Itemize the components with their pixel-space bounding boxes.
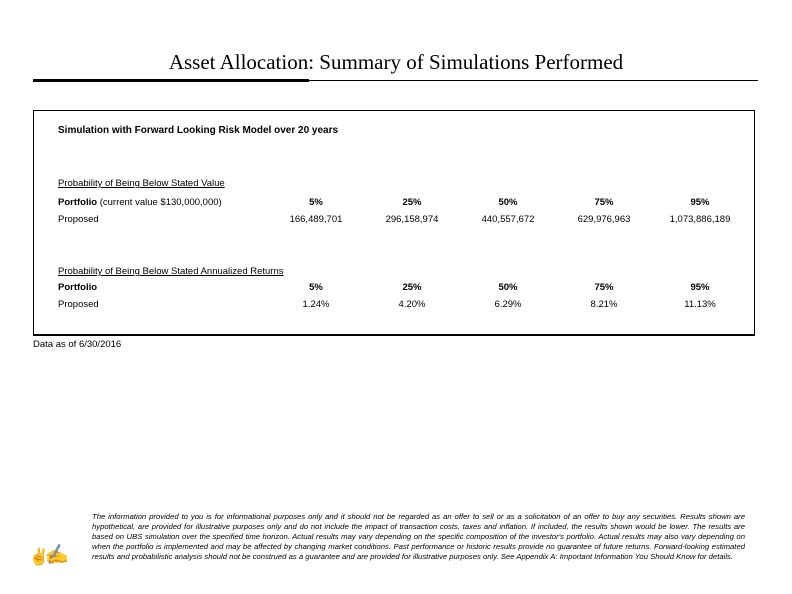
section-stated-value: Probability of Being Below Stated Value … [34, 173, 754, 228]
stated-value-table: Portfolio (current value $130,000,000) 5… [58, 194, 748, 228]
simulation-summary-box: Simulation with Forward Looking Risk Mod… [33, 110, 755, 336]
disclaimer-text: The information provided to you is for i… [92, 512, 745, 561]
data-as-of-note: Data as of 6/30/2016 [33, 339, 122, 350]
portfolio-header-cell: Portfolio (current value $130,000,000) [58, 194, 268, 211]
col-header-50: 50% [498, 282, 518, 293]
row-label: Proposed [58, 214, 99, 225]
table-header-row: Portfolio 5% 25% 50% 75% 95% [58, 279, 748, 296]
value-cell: 11.13% [684, 299, 716, 310]
section-stated-value-label: Probability of Being Below Stated Value [58, 178, 225, 189]
value-cell: 6.29% [494, 299, 522, 310]
value-cell: 8.21% [590, 299, 618, 310]
annualized-returns-table: Portfolio 5% 25% 50% 75% 95% Proposed 1.… [58, 279, 748, 313]
section-annualized-returns: Probability of Being Below Stated Annual… [34, 261, 754, 313]
value-cell: 629,976,963 [577, 214, 631, 225]
footer: ✌ ✍ The information provided to you is f… [0, 508, 792, 588]
col-header-95: 95% [690, 197, 710, 208]
title-underline-thin [309, 80, 758, 81]
col-header-95: 95% [690, 282, 710, 293]
value-cell: 296,158,974 [385, 214, 439, 225]
row-label: Proposed [58, 299, 99, 310]
col-header-5: 5% [309, 282, 323, 293]
col-header-75: 75% [594, 282, 614, 293]
writing-hand-icon: ✍ [43, 543, 71, 568]
value-cell: 1,073,886,189 [669, 214, 731, 225]
portfolio-note: (current value $130,000,000) [97, 197, 222, 208]
col-header-5: 5% [309, 197, 323, 208]
col-header-75: 75% [594, 197, 614, 208]
col-header-25: 25% [402, 197, 422, 208]
simulation-box-heading: Simulation with Forward Looking Risk Mod… [58, 125, 339, 136]
col-header-25: 25% [402, 282, 422, 293]
value-cell: 440,557,672 [481, 214, 535, 225]
section-annualized-returns-label: Probability of Being Below Stated Annual… [58, 266, 284, 277]
portfolio-label: Portfolio [58, 282, 98, 293]
victory-hand-icon: ✌ [29, 549, 49, 566]
portfolio-header-cell: Portfolio [58, 279, 268, 296]
footer-logo: ✌ ✍ [29, 543, 89, 580]
page-title: Asset Allocation: Summary of Simulations… [168, 50, 624, 74]
table-row: Proposed 166,489,701 296,158,974 440,557… [58, 211, 748, 228]
value-cell: 1.24% [302, 299, 330, 310]
table-row: Proposed 1.24% 4.20% 6.29% 8.21% 11.13% [58, 296, 748, 313]
value-cell: 166,489,701 [289, 214, 343, 225]
table-header-row: Portfolio (current value $130,000,000) 5… [58, 194, 748, 211]
title-underline-thick [33, 79, 309, 82]
col-header-50: 50% [498, 197, 518, 208]
portfolio-label: Portfolio [58, 197, 98, 208]
value-cell: 4.20% [398, 299, 426, 310]
